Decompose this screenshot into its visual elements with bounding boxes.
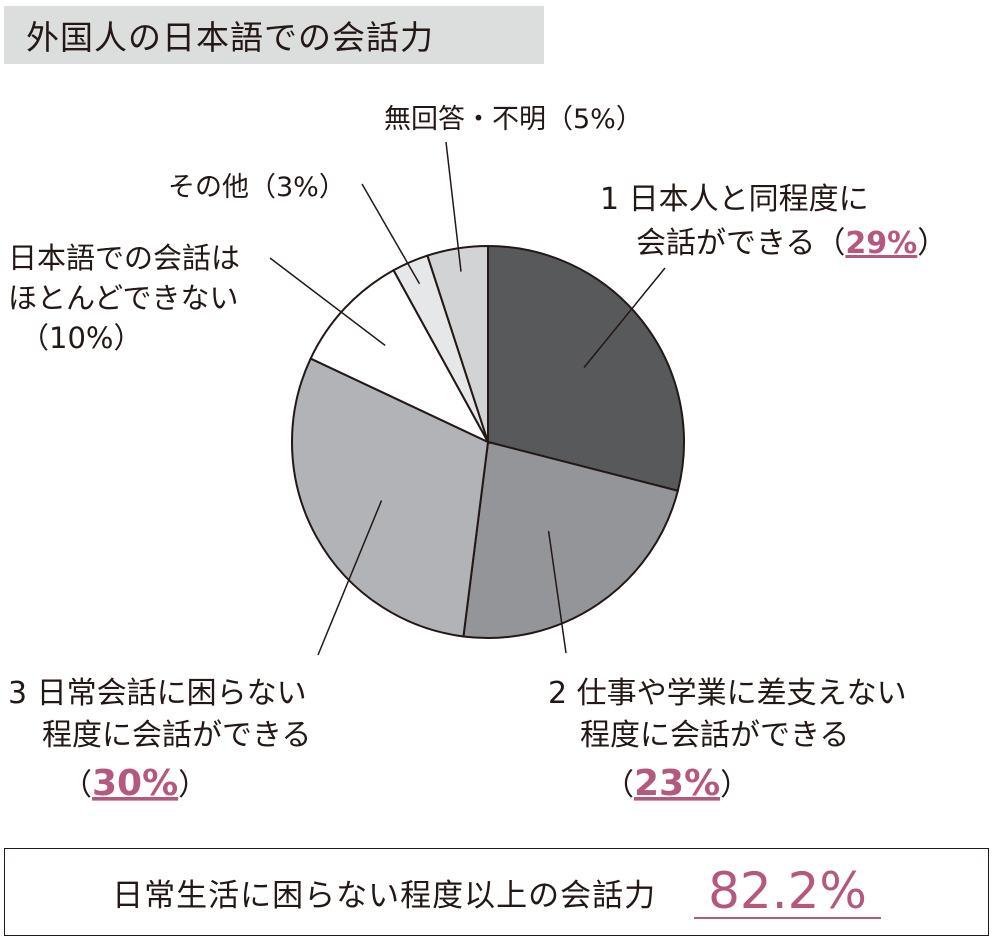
label-slice-3-line3: （30%）: [62, 763, 208, 804]
label-slice-1-percent: 29%: [845, 226, 917, 261]
label-slice-6: 無回答・不明（5%）: [384, 104, 643, 135]
label-slice-3-percent: 30%: [92, 763, 178, 804]
pie-chart: 1 日本人と同程度に 会話ができる（29%） 2 仕事や学業に差支えない 程度に…: [8, 104, 947, 804]
pie-slice-4: [309, 268, 491, 445]
leader-line-6: [445, 141, 462, 272]
pie-slice-3: [291, 357, 490, 638]
label-slice-3-line1: 3 日常会話に困らない: [8, 676, 307, 711]
chart-title-box: 外国人の日本語での会話力: [4, 6, 544, 64]
label-slice-2-line2: 程度に会話ができる: [580, 718, 849, 753]
label-slice-2-line1: 2 仕事や学業に差支えない: [548, 676, 907, 711]
label-slice-5: その他（3%）: [168, 172, 346, 203]
leader-line-5: [361, 183, 421, 285]
pie-slice-1: [487, 244, 685, 492]
pie-slice-2: [462, 440, 680, 639]
leader-line-2: [547, 531, 567, 654]
leader-line-1: [583, 267, 666, 368]
label-slice-4-line1: 日本語での会話は: [8, 241, 240, 275]
label-slice-4-line2: ほとんどできない: [8, 281, 239, 315]
label-slice-2-percent: 23%: [634, 763, 720, 804]
summary-box: 日常生活に困らない程度以上の会話力 82.2%: [4, 848, 989, 936]
label-slice-1-line2: 会話ができる（29%）: [636, 226, 947, 261]
chart-title: 外国人の日本語での会話力: [26, 18, 434, 57]
summary-value: 82.2%: [694, 865, 881, 920]
label-slice-4-line3: （10%）: [20, 321, 142, 355]
label-slice-2-line3: （23%）: [604, 763, 750, 804]
label-slice-3-line2: 程度に会話ができる: [42, 718, 311, 753]
leader-line-3: [317, 500, 383, 656]
label-slice-1-line1: 1 日本人と同程度に: [600, 182, 869, 217]
summary-text: 日常生活に困らない程度以上の会話力: [112, 877, 657, 914]
leader-line-4: [269, 257, 386, 346]
pie-slice-6: [426, 244, 489, 443]
